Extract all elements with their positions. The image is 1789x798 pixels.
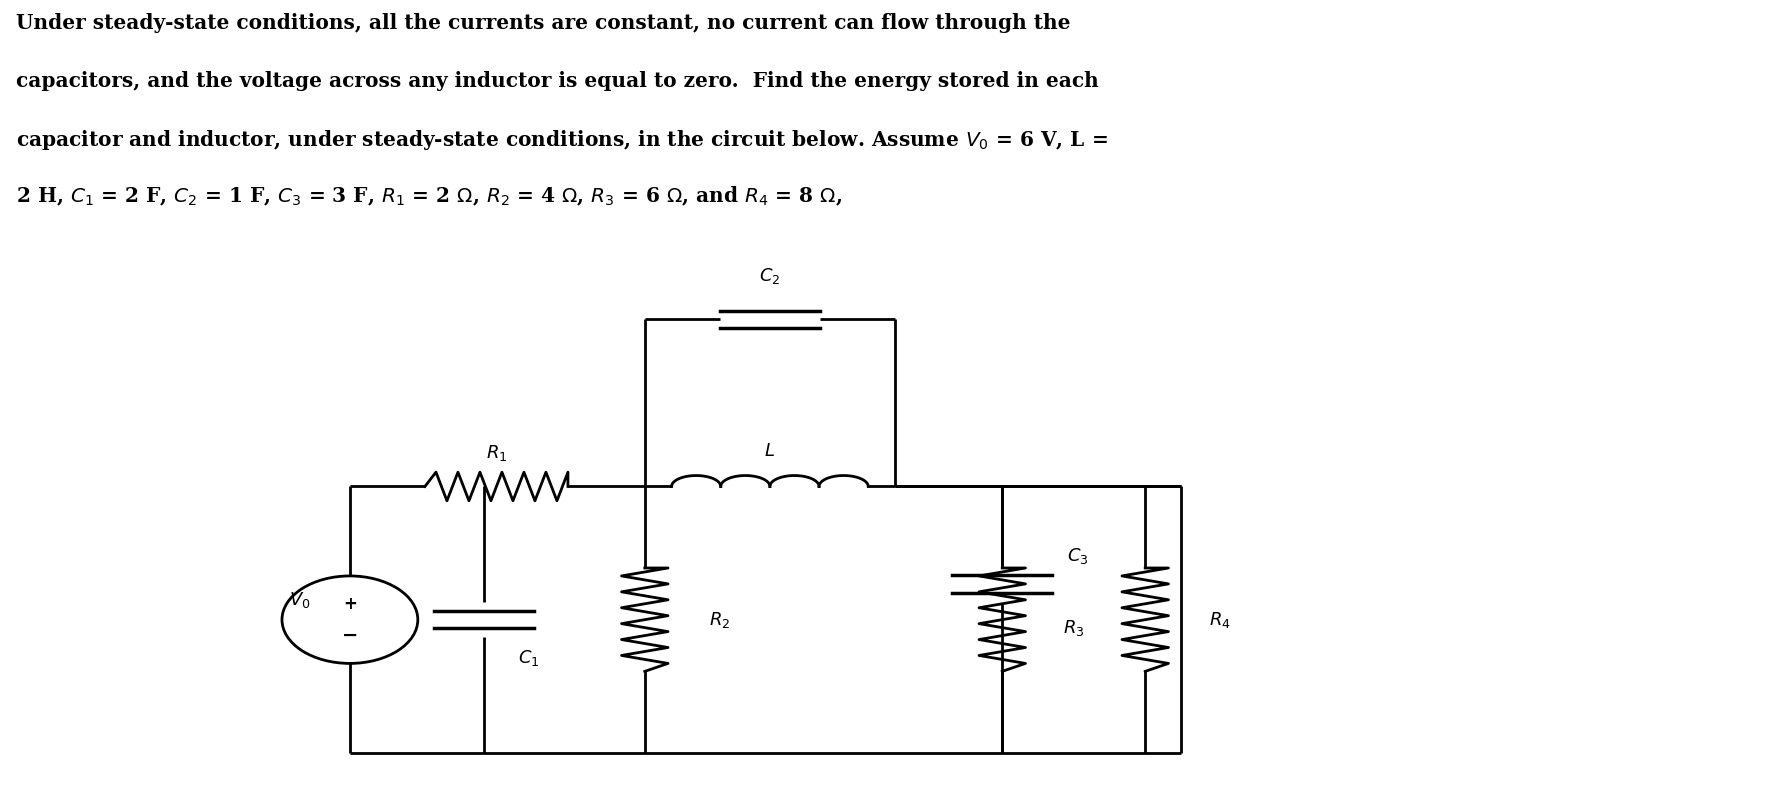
- Text: $C_1$: $C_1$: [517, 648, 538, 668]
- Text: $R_1$: $R_1$: [485, 443, 506, 463]
- Text: $R_2$: $R_2$: [708, 610, 730, 630]
- Text: $C_3$: $C_3$: [1066, 546, 1088, 566]
- Text: $C_2$: $C_2$: [759, 266, 780, 286]
- Text: $V_0$: $V_0$: [290, 590, 311, 610]
- Text: 2 H, $C_1$ = 2 F, $C_2$ = 1 F, $C_3$ = 3 F, $R_1$ = 2 $\Omega$, $R_2$ = 4 $\Omeg: 2 H, $C_1$ = 2 F, $C_2$ = 1 F, $C_3$ = 3…: [16, 185, 841, 208]
- Text: capacitor and inductor, under steady-state conditions, in the circuit below. Ass: capacitor and inductor, under steady-sta…: [16, 128, 1107, 152]
- Text: capacitors, and the voltage across any inductor is equal to zero.  Find the ener: capacitors, and the voltage across any i…: [16, 70, 1098, 91]
- Text: $R_4$: $R_4$: [1209, 610, 1231, 630]
- Text: $R_3$: $R_3$: [1063, 618, 1084, 638]
- Text: −: −: [342, 626, 358, 645]
- Text: $L$: $L$: [764, 441, 775, 460]
- Text: +: +: [343, 595, 356, 614]
- Text: Under steady-state conditions, all the currents are constant, no current can flo: Under steady-state conditions, all the c…: [16, 14, 1070, 34]
